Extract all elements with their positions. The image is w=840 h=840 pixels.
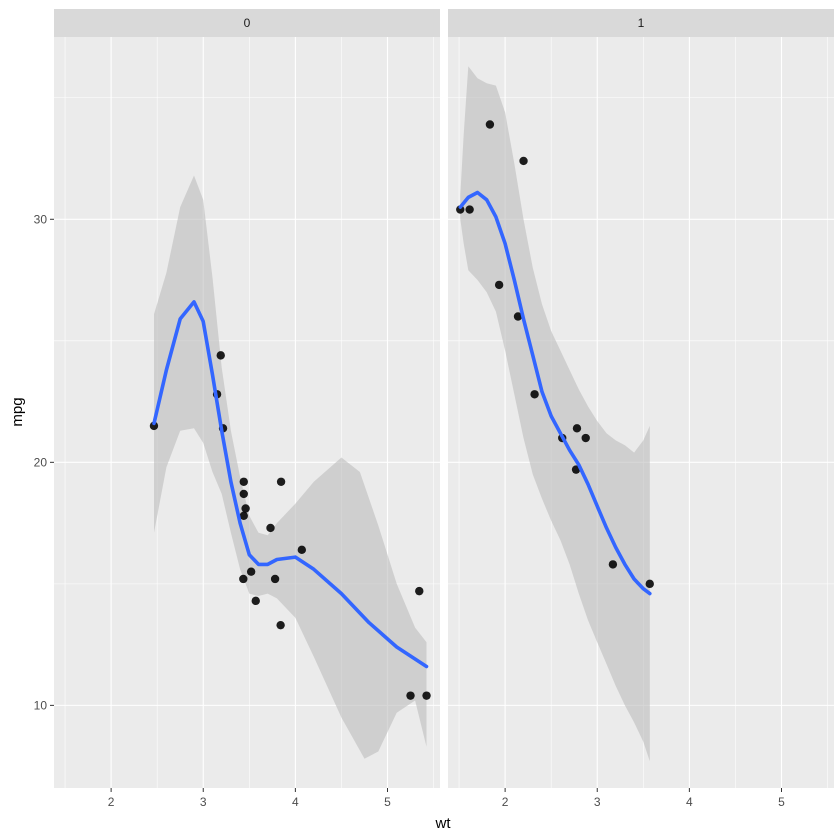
x-tick-label: 3 bbox=[200, 795, 207, 809]
x-tick-label: 3 bbox=[594, 795, 601, 809]
data-point bbox=[645, 579, 654, 589]
facet-panel-1: 1 2 3 4 5 bbox=[448, 9, 834, 809]
data-point bbox=[415, 586, 424, 596]
data-point bbox=[422, 691, 431, 700]
facet-strip bbox=[54, 9, 440, 37]
facet-strip-label: 1 bbox=[638, 16, 645, 30]
data-point bbox=[216, 351, 225, 360]
data-point bbox=[581, 433, 590, 443]
x-tick-label: 5 bbox=[778, 795, 785, 809]
smooth-line bbox=[152, 300, 429, 669]
data-point bbox=[239, 511, 248, 520]
facet-strip-label: 0 bbox=[244, 16, 251, 30]
data-point bbox=[276, 477, 286, 486]
data-point bbox=[246, 567, 256, 576]
data-point bbox=[266, 523, 275, 533]
y-axis-title: mpg bbox=[9, 397, 26, 426]
data-point bbox=[251, 596, 260, 606]
data-point bbox=[513, 312, 523, 321]
data-point bbox=[519, 156, 528, 166]
data-point bbox=[239, 477, 248, 486]
data-point bbox=[239, 489, 248, 499]
data-point bbox=[465, 205, 474, 214]
data-point bbox=[530, 390, 539, 399]
x-axis-title: wt bbox=[435, 815, 452, 832]
data-point bbox=[572, 424, 582, 433]
facet-strip bbox=[448, 9, 834, 37]
data-point bbox=[149, 421, 159, 431]
data-point bbox=[297, 545, 307, 555]
x-tick-label: 2 bbox=[108, 795, 115, 809]
data-point bbox=[270, 574, 280, 584]
data-point bbox=[485, 120, 495, 129]
data-point bbox=[406, 691, 415, 700]
data-point bbox=[608, 560, 618, 569]
x-tick-label: 4 bbox=[686, 795, 693, 809]
smooth-line bbox=[458, 190, 652, 596]
confidence-band bbox=[460, 66, 650, 762]
x-tick-label: 2 bbox=[502, 795, 509, 809]
x-tick-label: 5 bbox=[384, 795, 391, 809]
facet-panel-0: 0 2 3 4 5 bbox=[54, 9, 440, 809]
y-tick-label: 30 bbox=[34, 212, 48, 226]
x-tick-label: 4 bbox=[292, 795, 299, 809]
data-point bbox=[456, 205, 465, 214]
data-point bbox=[239, 574, 248, 584]
y-tick-label: 20 bbox=[34, 455, 48, 469]
data-point bbox=[494, 280, 504, 290]
y-tick-label: 10 bbox=[34, 698, 48, 712]
data-point bbox=[241, 504, 250, 513]
data-point bbox=[276, 620, 285, 630]
